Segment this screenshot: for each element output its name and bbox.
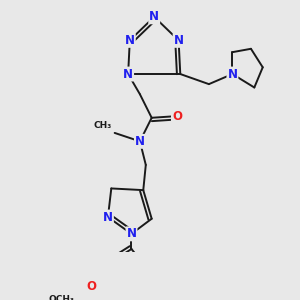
Text: N: N [103,211,113,224]
Text: N: N [127,227,136,240]
Text: N: N [123,68,133,80]
Text: N: N [125,34,135,47]
Text: N: N [227,68,237,80]
Text: N: N [135,135,145,148]
Text: CH₃: CH₃ [94,122,112,130]
Text: OCH₃: OCH₃ [49,295,75,300]
Text: N: N [174,34,184,47]
Text: N: N [149,10,159,23]
Text: O: O [172,110,182,123]
Text: O: O [86,280,96,292]
